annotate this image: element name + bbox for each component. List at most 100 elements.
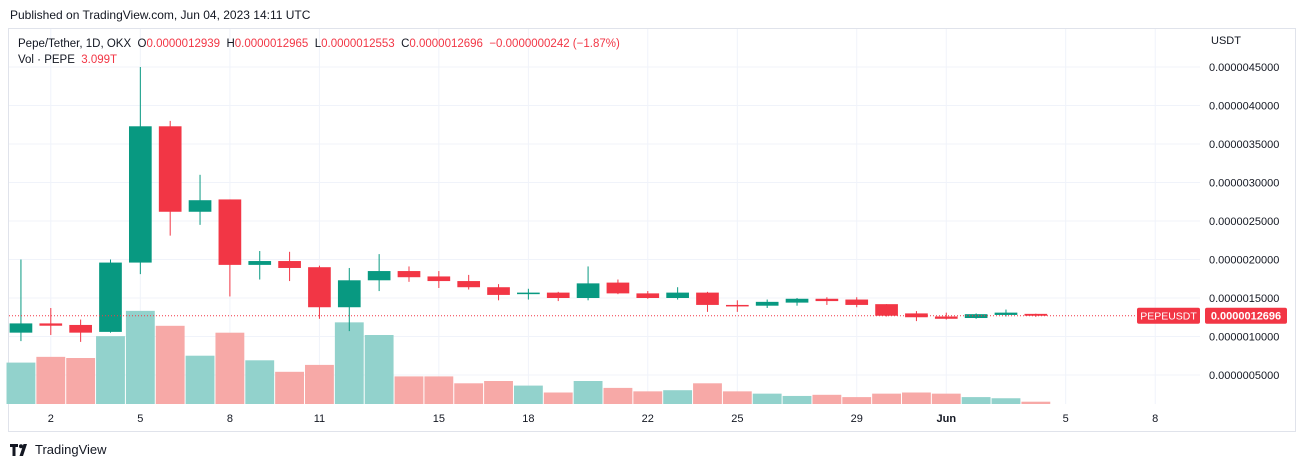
x-tick-label: 5	[1063, 413, 1069, 425]
candle-body	[158, 126, 182, 212]
volume-bars	[6, 310, 1051, 404]
x-tick-label: 29	[851, 413, 863, 425]
y-tick-label: 0.0000015000	[1209, 293, 1279, 305]
candle-body	[576, 283, 600, 298]
volume-bar	[36, 356, 66, 404]
volume-bar	[245, 360, 275, 404]
price-axis: 0.0000005000 0.0000010000 0.0000015000 0.00…	[1209, 35, 1279, 382]
candle-body	[308, 267, 331, 308]
volume-bar	[991, 398, 1021, 404]
candle-body	[934, 316, 958, 319]
volume-bar	[66, 358, 96, 404]
volume-bar	[543, 392, 573, 404]
candle-body	[397, 271, 421, 278]
y-tick-label: 0.0000045000	[1209, 62, 1279, 74]
volume-label: Vol · PEPE	[18, 54, 75, 66]
volume-bar	[215, 332, 245, 404]
footer-brand[interactable]: TradingView	[35, 442, 107, 457]
candle-body	[278, 261, 301, 268]
volume-bar	[6, 362, 36, 404]
volume-value: 3.099T	[81, 54, 118, 66]
y-tick-label: 0.0000010000	[1209, 332, 1279, 344]
last-price-tag	[1205, 307, 1287, 324]
volume-bar	[513, 385, 543, 404]
candle-body	[128, 126, 152, 263]
volume-bar	[961, 397, 991, 404]
candle-body	[427, 276, 451, 282]
footer: TradingView	[10, 442, 107, 457]
x-tick-label: 11	[314, 413, 325, 425]
open-label: O	[137, 38, 147, 50]
volume-bar	[305, 364, 334, 404]
volume-bar	[484, 381, 513, 404]
volume-bar	[573, 381, 603, 404]
volume-bar	[782, 395, 812, 404]
candle-body	[546, 292, 570, 298]
candle-body	[725, 304, 749, 307]
volume-bar	[1021, 401, 1051, 404]
candle-body	[875, 304, 898, 316]
volume-bar	[693, 383, 722, 404]
candle-body	[39, 323, 63, 326]
candles	[9, 67, 1048, 342]
high-value: 0.0000012965	[234, 38, 309, 50]
volume-bar	[334, 322, 364, 404]
volume-bar	[931, 393, 961, 404]
high-label: H	[226, 38, 235, 50]
candle-body	[99, 262, 122, 332]
open-value: 0.0000012939	[146, 38, 221, 50]
volume-bar	[872, 393, 902, 404]
volume-bar	[842, 397, 872, 404]
volume-bar	[394, 376, 424, 404]
close-value: 0.0000012696	[409, 38, 483, 50]
ohlc-row: Pepe/Tether, 1D, OKX O0.0000012939 H0.00…	[18, 36, 620, 52]
volume-bar	[125, 310, 155, 404]
candle-body	[188, 200, 212, 212]
volume-bar	[812, 394, 842, 404]
y-tick-label: 0.0000035000	[1209, 139, 1279, 151]
candle-body	[785, 298, 809, 303]
candle-body	[9, 323, 33, 333]
volume-bar	[424, 376, 454, 404]
currency-label: USDT	[1211, 35, 1241, 47]
candle-body	[248, 261, 272, 265]
volume-bar	[185, 355, 215, 404]
candle-body	[994, 312, 1018, 315]
volume-bar	[454, 383, 484, 404]
volume-bar	[663, 390, 693, 404]
candle-body	[815, 298, 839, 302]
low-value: 0.0000012553	[321, 38, 395, 50]
candle-body	[845, 299, 869, 305]
y-tick-label: 0.0000025000	[1209, 216, 1279, 228]
candle-body	[337, 280, 361, 308]
last-price-label: 0.0000012696	[1211, 311, 1281, 323]
volume-bar	[722, 391, 752, 404]
volume-bar	[603, 387, 633, 404]
volume-bar	[155, 325, 185, 404]
x-tick-label: 2	[48, 413, 54, 425]
candle-body	[69, 324, 92, 333]
last-price-line: PEPEUSDT 0.0000012696	[9, 307, 1287, 324]
published-caption: Published on TradingView.com, Jun 04, 20…	[10, 8, 311, 22]
candle-body	[517, 292, 540, 295]
candle-body	[457, 281, 481, 288]
volume-bar	[902, 392, 931, 404]
chart-frame	[8, 28, 1296, 432]
x-tick-label: 18	[522, 413, 534, 425]
volume-row: Vol · PEPE 3.099T	[18, 52, 620, 68]
close-label: C	[401, 38, 410, 50]
low-label: L	[314, 38, 322, 50]
x-tick-label: Jun	[936, 413, 956, 425]
change-value: −0.0000000242 (−1.87%)	[489, 38, 620, 50]
symbol-tag-label: PEPEUSDT	[1140, 311, 1197, 323]
candle-body	[487, 287, 510, 295]
volume-bar	[633, 391, 663, 404]
volume-bar	[752, 393, 782, 404]
candle-body	[696, 292, 719, 305]
x-tick-label: 5	[137, 413, 143, 425]
x-tick-label: 8	[227, 413, 233, 425]
x-tick-label: 25	[731, 413, 743, 425]
x-tick-label: 15	[433, 413, 445, 425]
candle-body	[666, 292, 689, 298]
